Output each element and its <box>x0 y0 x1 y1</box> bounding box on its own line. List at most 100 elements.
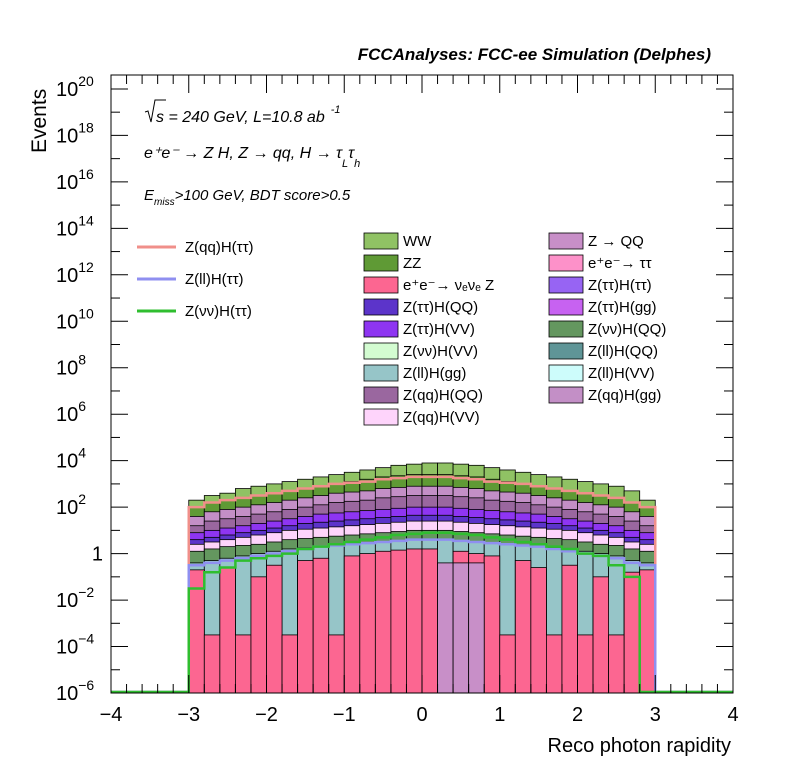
y-tick-label: 108 <box>56 352 86 380</box>
legend-swatch <box>363 364 399 382</box>
x-axis-label: Reco photon rapidity <box>548 735 731 757</box>
bar <box>639 569 656 694</box>
y-axis-label: Events <box>28 89 51 153</box>
bar <box>592 576 609 694</box>
legend-swatch <box>548 276 584 294</box>
bar <box>297 560 314 694</box>
legend-label: Z(qq)H(ττ) <box>185 239 254 256</box>
energy-text: = 240 GeV, L=10.8 ab <box>164 109 325 126</box>
legend-label: Z(qq)H(gg) <box>588 387 661 404</box>
stacked-bars <box>188 462 656 694</box>
legend-swatch <box>363 298 399 316</box>
legend-swatch <box>363 276 399 294</box>
bar <box>266 564 283 694</box>
bar <box>234 634 252 694</box>
bar <box>421 548 438 694</box>
legend-label: Z → QQ <box>588 233 644 250</box>
bar <box>406 548 423 694</box>
legend-label: Z(ττ)H(ττ) <box>588 277 652 294</box>
x-tick-label: −2 <box>255 704 278 726</box>
bar <box>250 576 267 694</box>
bar <box>561 564 578 694</box>
bar <box>312 557 330 694</box>
legend-label: Z(νν)H(QQ) <box>588 321 666 338</box>
bar <box>219 567 236 694</box>
legend-label: Z(ττ)H(VV) <box>403 321 475 338</box>
cut-annotation: Emiss>100 GeV, BDT score>0.5 <box>144 187 351 208</box>
bar <box>514 560 532 694</box>
y-tick-label: 1010 <box>56 305 94 333</box>
x-tick-label: 2 <box>572 704 583 726</box>
legend-label: Z(νν)H(ττ) <box>185 303 252 320</box>
legend-swatch <box>363 408 399 426</box>
bar <box>623 571 641 694</box>
y-axis-ticks: 1020 1018 1016 1014 1012 1010 108 106 104 102 1 10−… <box>56 73 733 705</box>
y-tick-label: 106 <box>56 398 86 426</box>
bar <box>328 634 345 694</box>
legend-label: Z(qq)H(VV) <box>403 409 480 426</box>
x-axis-ticks: −4 −3 −2 −1 0 1 2 3 4 <box>100 75 739 726</box>
legend-label: Z(ll)H(gg) <box>403 365 466 382</box>
bar <box>390 549 407 694</box>
legend-swatch <box>548 320 584 338</box>
bar <box>281 634 298 694</box>
bar <box>577 634 594 694</box>
legend-swatch <box>363 342 399 360</box>
legend-swatch <box>548 364 584 382</box>
bar <box>499 634 516 694</box>
legend-swatch <box>548 254 584 272</box>
overlay-line <box>111 475 733 694</box>
legend-swatch <box>363 232 399 250</box>
legend-swatch <box>363 386 399 404</box>
y-tick-label: 102 <box>56 491 86 519</box>
y-tick-label: 10−6 <box>56 677 94 705</box>
y-tick-label: 1 <box>92 544 103 566</box>
y-tick-label: 1012 <box>56 259 94 287</box>
bar <box>203 634 221 694</box>
bar <box>546 634 563 694</box>
y-tick-label: 1018 <box>56 119 94 147</box>
y-tick-label: 104 <box>56 445 86 473</box>
legend-swatch <box>548 298 584 316</box>
legend-label: Z(ll)H(QQ) <box>588 343 658 360</box>
legend-label: Z(ll)H(VV) <box>588 365 655 382</box>
bar <box>608 634 625 694</box>
x-tick-label: 1 <box>494 704 505 726</box>
x-tick-label: 4 <box>727 704 738 726</box>
legend-swatch <box>363 320 399 338</box>
bar <box>359 553 376 694</box>
y-tick-label: 10−4 <box>56 631 94 659</box>
process-annotation: e⁺e⁻ → Z H, Z → qq, H → τLτh <box>144 145 360 170</box>
energy-annotation: s = 240 GeV, L=10.8 ab -1 <box>144 99 341 126</box>
bar <box>483 555 501 694</box>
legend-swatch <box>363 254 399 272</box>
legend-label: ZZ <box>403 255 421 272</box>
chart-title: FCCAnalyses: FCC-ee Simulation (Delphes) <box>358 45 712 64</box>
bar <box>374 550 392 694</box>
y-tick-label: 1014 <box>56 212 94 240</box>
legend-label: Z(νν)H(VV) <box>403 343 478 360</box>
legend-label: Z(ττ)H(QQ) <box>403 299 478 316</box>
x-tick-label: −4 <box>100 704 123 726</box>
y-tick-label: 10−2 <box>56 584 94 612</box>
svg-text:s = 240 GeV, L=10.8 ab-1: s = 240 GeV, L=10.8 ab -1 <box>156 104 341 126</box>
x-tick-label: 0 <box>416 704 427 726</box>
legend-label: e⁺e⁻→ ττ <box>588 255 652 272</box>
legend-label: Z(ll)H(ττ) <box>185 271 244 288</box>
overlay-line <box>111 531 733 694</box>
x-tick-label: −1 <box>333 704 356 726</box>
legend-swatch <box>548 386 584 404</box>
x-tick-label: 3 <box>650 704 661 726</box>
legend-swatch <box>548 342 584 360</box>
y-tick-label: 1020 <box>56 73 94 101</box>
x-tick-label: −3 <box>177 704 200 726</box>
overlay-lines <box>111 475 733 694</box>
legend-label: Z(qq)H(QQ) <box>403 387 483 404</box>
y-tick-label: 1016 <box>56 166 94 194</box>
bar <box>530 567 547 694</box>
energy-sqrt-s: s <box>156 109 164 126</box>
legend-label: WW <box>403 233 432 250</box>
legend-label: Z(ττ)H(gg) <box>588 299 657 316</box>
legend-swatch <box>548 232 584 250</box>
